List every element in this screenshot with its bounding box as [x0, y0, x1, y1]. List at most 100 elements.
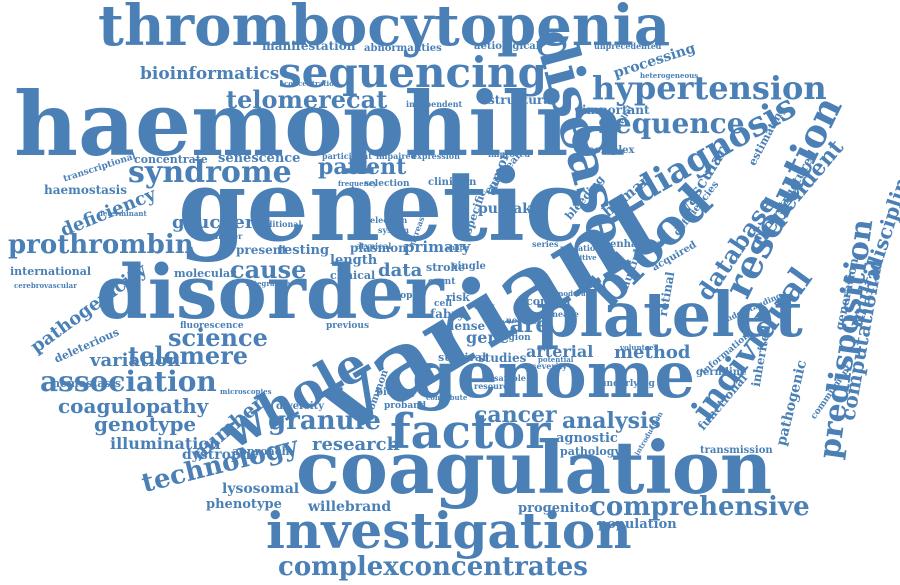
word: improved: [488, 149, 530, 159]
word: manifestation: [262, 39, 356, 53]
word: rare: [498, 312, 550, 338]
word: cerebrovascular: [14, 281, 77, 290]
word: dystrophy: [182, 447, 260, 463]
word: contribute: [426, 393, 468, 402]
word: event: [428, 277, 456, 287]
word: transmission: [700, 445, 773, 456]
word: positive: [566, 253, 597, 262]
word: approach: [232, 445, 290, 458]
word: variation: [90, 350, 181, 371]
word: structural: [488, 93, 556, 107]
word: pathogenic: [773, 358, 811, 448]
word: germline: [696, 367, 747, 378]
word: cause: [230, 255, 307, 284]
word: impaired: [376, 151, 417, 161]
word: genetic: [178, 149, 585, 264]
word: phenotype: [206, 497, 282, 512]
word: biology: [376, 387, 417, 398]
word: previous: [326, 321, 370, 331]
word: sample: [494, 373, 526, 383]
word: expression: [412, 151, 460, 161]
word: aetiological: [474, 41, 540, 52]
word: dense: [446, 319, 486, 333]
word: syndrome: [128, 155, 292, 190]
word: region: [498, 333, 531, 343]
word: prothrombin: [8, 230, 194, 260]
word: clinical: [330, 269, 376, 282]
word: cell: [434, 299, 453, 309]
word: molecular: [174, 267, 236, 280]
word: international: [10, 265, 92, 278]
word: studies: [478, 351, 527, 365]
word: patient: [318, 154, 407, 180]
word: concentration: [284, 79, 339, 88]
word: plasmon: [350, 241, 407, 255]
word: control: [526, 295, 571, 308]
word: volunteer: [620, 343, 658, 352]
word: cancer: [474, 402, 557, 428]
word: series: [532, 239, 559, 249]
word: shape: [446, 243, 469, 252]
word: senescence: [218, 151, 301, 166]
word: additional: [256, 219, 302, 229]
word: resource: [474, 381, 514, 391]
word: fabry: [430, 307, 465, 321]
word: unprecedented: [594, 41, 662, 51]
word: genome: [412, 338, 696, 413]
word: diversity: [276, 401, 325, 412]
word: important: [582, 103, 650, 117]
word: testing: [278, 243, 330, 258]
word: sequence: [598, 107, 745, 140]
word: haemophilia: [14, 72, 626, 176]
word: frequency: [338, 179, 378, 188]
word: clinician: [428, 177, 477, 188]
word: integration: [246, 279, 291, 288]
word: coagulation: [296, 425, 773, 510]
word: electron: [370, 215, 408, 225]
word: arterial: [526, 342, 594, 361]
word: hemostasis: [52, 377, 121, 390]
word: concentrate: [134, 153, 208, 166]
word: factor: [390, 404, 551, 460]
word: association: [40, 365, 217, 398]
word: science: [168, 323, 268, 352]
word: comprehensive: [590, 492, 810, 522]
word: primary: [404, 238, 471, 256]
word: haemostasis: [44, 183, 127, 197]
word: platelet: [536, 278, 803, 351]
word: research: [312, 434, 400, 455]
word: potential: [538, 355, 574, 364]
word: proband: [384, 401, 426, 411]
word: bioinformatics: [140, 64, 280, 84]
word: willebrand: [308, 499, 392, 515]
word: sequencing: [278, 48, 547, 97]
word: gene: [466, 328, 510, 347]
word: underlying: [600, 379, 655, 389]
word: genotype: [94, 412, 197, 436]
word: novel: [506, 315, 530, 325]
word: investigation: [266, 501, 632, 560]
word: gaucher: [172, 212, 255, 233]
word: independent: [406, 99, 463, 109]
word: present: [236, 243, 288, 257]
word: pudlak: [478, 201, 532, 217]
word: single: [452, 261, 486, 272]
word: progenitor: [518, 501, 596, 516]
word: fluorescence: [180, 321, 244, 331]
word: risk: [446, 291, 470, 304]
word: complex: [588, 145, 635, 156]
word: data: [378, 260, 423, 281]
word: selection: [364, 179, 410, 189]
word: researcher: [194, 231, 243, 241]
word: complexconcentrates: [278, 552, 588, 582]
word: determinant: [98, 209, 147, 218]
word: mutation: [560, 243, 602, 253]
word: severity: [532, 361, 567, 371]
word: enhancer: [610, 239, 663, 250]
word: population: [598, 517, 677, 532]
word: abnormalities: [364, 43, 442, 54]
word: moderate: [556, 289, 594, 298]
word: pathology: [560, 445, 621, 458]
word: illumination: [110, 434, 221, 453]
